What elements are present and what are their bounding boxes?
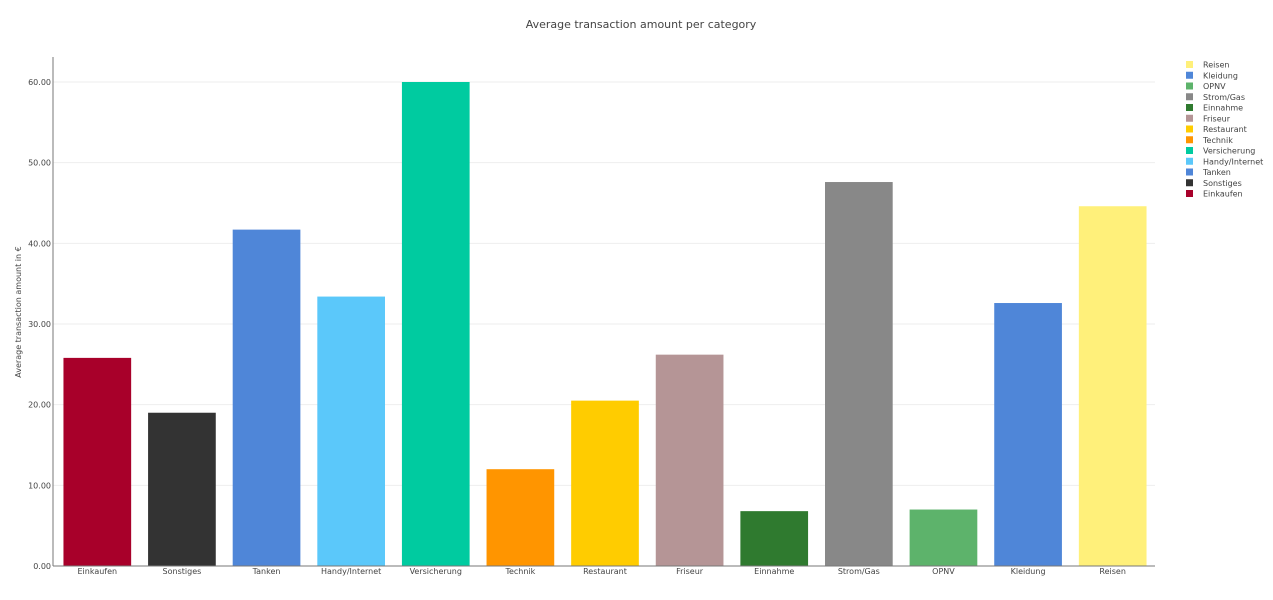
legend-item[interactable]: Friseur	[1186, 114, 1231, 123]
axes	[52, 57, 1155, 567]
x-tick-label: Friseur	[676, 567, 704, 576]
y-tick-labels: 0.00 10.00 20.00 30.00 40.00 50.00 60.00	[28, 78, 51, 571]
legend-label: Einnahme	[1203, 104, 1243, 113]
x-tick-label: Reisen	[1099, 567, 1126, 576]
x-tick-labels: Einkaufen Sonstiges Tanken Handy/Internet Ve…	[77, 567, 1125, 576]
legend-item[interactable]: Restaurant	[1186, 125, 1247, 134]
y-tick-label: 30.00	[28, 320, 51, 329]
legend-item[interactable]: OPNV	[1186, 82, 1226, 91]
legend-item[interactable]: Einnahme	[1186, 104, 1243, 113]
legend-label: Friseur	[1203, 114, 1231, 123]
bar-reisen[interactable]	[1078, 206, 1147, 566]
x-tick-label: Versicherung	[410, 567, 462, 576]
legend-swatch	[1186, 147, 1193, 154]
legend-item[interactable]: Handy/Internet	[1186, 157, 1263, 166]
x-tick-label: Strom/Gas	[838, 567, 880, 576]
bar-restaurant[interactable]	[571, 400, 639, 566]
legend-label: Sonstiges	[1203, 179, 1242, 188]
legend-label: Technik	[1202, 136, 1233, 145]
y-axis-label: Average transaction amount in €	[14, 246, 23, 377]
x-tick-label: Technik	[504, 567, 535, 576]
bar-friseur[interactable]	[655, 354, 724, 566]
legend-swatch	[1186, 190, 1193, 197]
bar-einnahme[interactable]	[740, 511, 809, 566]
bar-versicherung[interactable]	[401, 82, 470, 566]
chart-title: Average transaction amount per category	[526, 18, 757, 31]
legend-label: Tanken	[1202, 168, 1231, 177]
y-tick-label: 20.00	[28, 401, 51, 410]
y-tick-label: 0.00	[33, 562, 51, 571]
x-tick-label: Sonstiges	[163, 567, 202, 576]
legend-swatch	[1186, 61, 1193, 68]
legend-item[interactable]: Tanken	[1186, 168, 1231, 177]
legend-label: Einkaufen	[1203, 190, 1243, 199]
x-tick-label: Tanken	[252, 567, 281, 576]
y-tick-label: 60.00	[28, 78, 51, 87]
legend-swatch	[1186, 157, 1193, 165]
x-tick-label: Kleidung	[1011, 567, 1046, 576]
legend-item[interactable]: Versicherung	[1186, 147, 1255, 156]
legend-swatch	[1186, 168, 1193, 176]
legend-item[interactable]: Sonstiges	[1186, 179, 1242, 188]
bar-tanken[interactable]	[232, 229, 301, 566]
legend-swatch	[1186, 125, 1193, 133]
legend-item[interactable]: Technik	[1186, 136, 1233, 145]
legend-label: Handy/Internet	[1203, 157, 1263, 166]
legend-label: OPNV	[1203, 82, 1226, 91]
x-tick-label: Einnahme	[754, 567, 794, 576]
bar-sonstiges[interactable]	[148, 412, 216, 566]
legend-label: Kleidung	[1203, 71, 1238, 80]
x-tick-label: OPNV	[932, 567, 955, 576]
y-tick-label: 40.00	[28, 239, 51, 248]
legend-item[interactable]: Reisen	[1186, 61, 1230, 70]
legend-swatch	[1186, 82, 1193, 90]
legend-swatch	[1186, 93, 1193, 101]
bar-kleidung[interactable]	[994, 303, 1062, 566]
y-tick-label: 50.00	[28, 159, 51, 168]
x-tick-label: Restaurant	[583, 567, 627, 576]
bar-opnv[interactable]	[909, 509, 978, 566]
legend-item[interactable]: Strom/Gas	[1186, 93, 1245, 102]
legend-swatch	[1186, 136, 1193, 144]
legend-swatch	[1186, 179, 1193, 187]
bar-handy-internet[interactable]	[317, 296, 385, 566]
x-tick-label: Einkaufen	[77, 567, 117, 576]
legend-label: Strom/Gas	[1203, 93, 1245, 102]
x-tick-label: Handy/Internet	[321, 567, 381, 576]
legend-label: Reisen	[1203, 61, 1230, 70]
legend-label: Versicherung	[1203, 147, 1255, 156]
legend-swatch	[1186, 104, 1193, 111]
legend-swatch	[1186, 71, 1193, 79]
bars	[63, 82, 1147, 566]
y-tick-label: 10.00	[28, 481, 51, 490]
legend-label: Restaurant	[1203, 125, 1247, 134]
bar-einkaufen[interactable]	[63, 357, 132, 566]
bar-strom-gas[interactable]	[825, 182, 893, 566]
legend-swatch	[1186, 114, 1193, 122]
legend-item[interactable]: Kleidung	[1186, 71, 1238, 80]
legend-item[interactable]: Einkaufen	[1186, 190, 1243, 199]
bar-technik[interactable]	[486, 469, 555, 566]
